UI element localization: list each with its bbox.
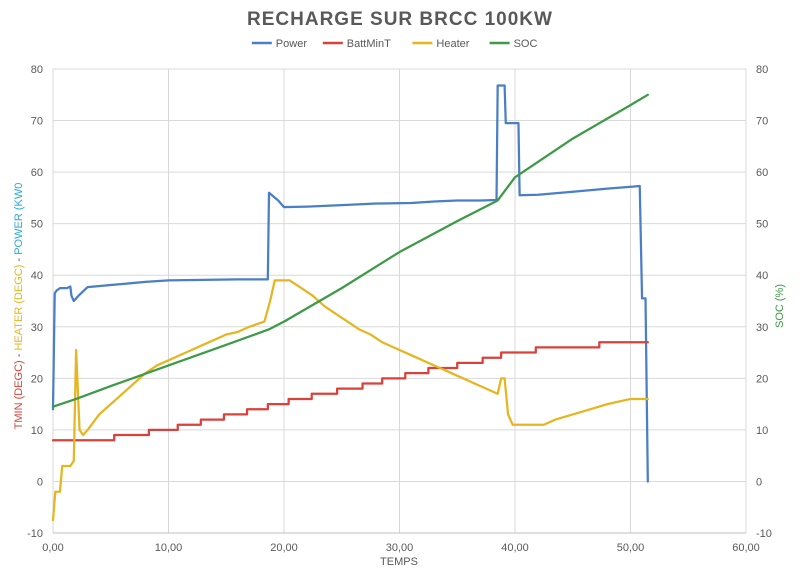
legend-label: Power xyxy=(276,38,308,50)
y-tick-label-left: 80 xyxy=(31,64,43,76)
x-tick-label: 0,00 xyxy=(42,542,63,554)
y-axis-title-part: POWER (KW0 xyxy=(13,183,25,255)
x-tick-label: 60,00 xyxy=(732,542,760,554)
legend-item-heater: Heater xyxy=(412,38,470,50)
x-tick-label: 30,00 xyxy=(386,542,414,554)
series-layer xyxy=(51,84,649,522)
series-line-power xyxy=(51,84,649,483)
legend-item-soc: SOC xyxy=(489,38,538,50)
y-tick-label-left: -10 xyxy=(27,528,43,540)
y-tick-label-right: 20 xyxy=(756,373,768,385)
series-line-soc xyxy=(51,93,649,408)
series-line-battmint xyxy=(51,341,649,442)
legend-item-battmint: BattMinT xyxy=(322,38,391,50)
legend-label: Heater xyxy=(436,38,469,50)
x-tick-label: 10,00 xyxy=(155,542,183,554)
y-tick-label-left: 0 xyxy=(37,476,43,488)
y-axis-title-part: - xyxy=(13,351,25,361)
y-tick-label-right: -10 xyxy=(756,528,772,540)
y-tick-label-left: 10 xyxy=(31,425,43,437)
y-axis-title-part: - xyxy=(13,255,25,265)
axes: 0,00 10,00 20,00 30,00 40,00 50,00 60,00 -10 0 10… xyxy=(27,64,772,554)
legend-label: BattMinT xyxy=(347,38,391,50)
y-axis-title-part: HEATER (DEGC) xyxy=(13,265,25,351)
y-tick-label-right: 40 xyxy=(756,270,768,282)
y-axis-title-part: TMIN (DEGC) xyxy=(13,360,25,429)
x-tick-label: 20,00 xyxy=(270,542,298,554)
grid xyxy=(52,68,747,534)
y-tick-label-right: 80 xyxy=(756,64,768,76)
x-tick-label: 50,00 xyxy=(617,542,645,554)
legend-label: SOC xyxy=(514,38,538,50)
y-tick-label-left: 30 xyxy=(31,322,43,334)
y-tick-label-left: 60 xyxy=(31,167,43,179)
y-tick-label-right: 60 xyxy=(756,167,768,179)
y-axis-title-right: SOC (%) xyxy=(774,284,786,328)
y-tick-label-left: 70 xyxy=(31,116,43,128)
y-tick-label-right: 0 xyxy=(756,476,762,488)
y-tick-label-left: 50 xyxy=(31,219,43,231)
x-axis-title: TEMPS xyxy=(380,556,418,568)
y-axis-title-left: TMIN (DEGC) - HEATER (DEGC) - POWER (KW0 xyxy=(13,183,25,430)
legend: Power BattMinT Heater SOC xyxy=(251,38,538,50)
y-tick-label-left: 40 xyxy=(31,270,43,282)
y-tick-label-right: 70 xyxy=(756,116,768,128)
y-tick-label-right: 30 xyxy=(756,322,768,334)
y-tick-label-left: 20 xyxy=(31,373,43,385)
series-line-heater xyxy=(51,279,649,522)
legend-item-power: Power xyxy=(251,38,308,50)
x-tick-label: 40,00 xyxy=(501,542,529,554)
y-tick-label-right: 10 xyxy=(756,425,768,437)
y-tick-label-right: 50 xyxy=(756,219,768,231)
chart-title: RECHARGE SUR BRCC 100KW xyxy=(247,9,553,30)
